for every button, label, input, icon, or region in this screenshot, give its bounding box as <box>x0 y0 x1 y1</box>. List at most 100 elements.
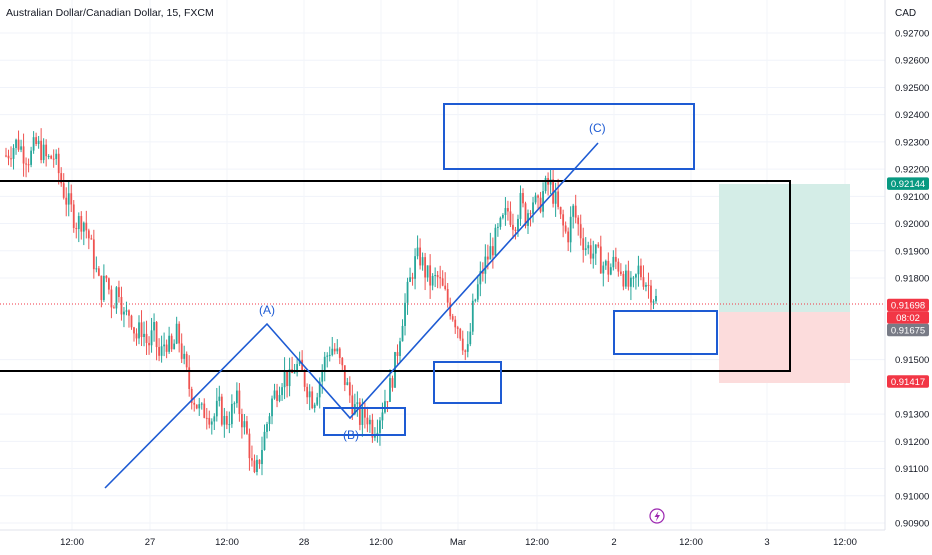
candle <box>198 397 201 416</box>
candle <box>331 336 334 357</box>
candle <box>80 211 83 240</box>
candle <box>133 326 135 342</box>
candle <box>180 333 183 364</box>
candle <box>599 235 602 274</box>
candle <box>401 319 404 342</box>
candle <box>519 185 522 226</box>
candle <box>205 407 208 430</box>
candle <box>70 184 73 213</box>
candle <box>50 154 53 160</box>
candle <box>235 382 238 408</box>
candle <box>195 404 198 410</box>
candle <box>368 415 371 433</box>
candle <box>338 347 341 365</box>
candle <box>604 259 607 270</box>
candle <box>158 338 160 362</box>
candle <box>414 248 416 290</box>
candle <box>230 394 233 428</box>
candle <box>85 210 88 239</box>
candle <box>484 244 487 284</box>
zone-box-mid[interactable] <box>433 361 502 404</box>
time-tick-label: 12:00 <box>369 537 393 548</box>
stop-loss-zone[interactable] <box>719 312 850 383</box>
price-label: 0.91698 <box>887 298 929 312</box>
candle <box>494 224 497 257</box>
candle <box>391 375 394 392</box>
candle <box>261 436 263 476</box>
candle <box>243 413 246 435</box>
candle <box>77 212 80 243</box>
price-label: 0.91675 <box>887 323 929 337</box>
candle <box>384 389 386 414</box>
candle <box>409 267 411 283</box>
candle <box>449 297 452 320</box>
candle <box>251 445 253 467</box>
range-box[interactable] <box>0 180 791 372</box>
candle <box>607 252 610 283</box>
target-box-c[interactable] <box>443 103 695 170</box>
abc-wave-line[interactable] <box>104 142 599 489</box>
candle <box>67 180 70 217</box>
candle <box>341 356 344 371</box>
candle <box>582 227 585 263</box>
candle <box>170 333 173 352</box>
candle <box>459 327 462 341</box>
candle <box>579 214 582 246</box>
candles <box>5 128 657 476</box>
time-axis[interactable]: 12:00 27 12:00 28 12:00 Mar 12:00 2 12:00 3 12:00 <box>0 529 885 548</box>
price-label-text: 0.91417 <box>891 377 925 388</box>
price-tick-label: 0.90900 <box>895 519 929 530</box>
candle <box>637 255 640 287</box>
candle <box>502 213 504 220</box>
candle <box>617 258 620 277</box>
candle <box>614 247 617 270</box>
candle <box>522 188 524 208</box>
candle <box>404 293 406 336</box>
candle <box>567 227 570 252</box>
candle <box>366 406 369 433</box>
candle <box>464 349 467 361</box>
candle <box>135 328 138 346</box>
candle <box>60 167 63 187</box>
candle <box>311 386 314 410</box>
candle <box>308 384 311 411</box>
price-tick-label: 0.91200 <box>895 437 929 448</box>
candle <box>424 252 427 291</box>
candle <box>406 277 409 315</box>
zone-box-b[interactable] <box>323 407 406 436</box>
take-profit-zone[interactable] <box>719 184 850 312</box>
candle <box>474 298 477 303</box>
price-axis[interactable]: CAD 0.92700 0.92600 0.92500 0.92400 0.92300 0… <box>884 0 929 530</box>
candle <box>210 418 213 435</box>
candle <box>597 242 600 249</box>
candle <box>160 335 163 363</box>
candle <box>276 383 278 408</box>
entry-zone-box[interactable] <box>613 310 718 355</box>
candle <box>396 344 399 365</box>
candle <box>233 401 236 414</box>
price-tick-label: 0.92400 <box>895 110 929 121</box>
candle <box>273 383 276 400</box>
candle <box>632 275 635 288</box>
candle <box>306 383 309 405</box>
time-tick-label: 12:00 <box>525 537 549 548</box>
candle <box>562 209 565 238</box>
candle <box>200 402 203 410</box>
candle <box>630 271 632 301</box>
candle <box>286 370 288 398</box>
lightning-icon[interactable] <box>649 508 665 524</box>
candle <box>173 339 176 350</box>
candle <box>163 332 166 357</box>
candle <box>429 254 432 299</box>
candle <box>25 157 27 178</box>
candle <box>301 350 304 371</box>
candle <box>444 272 447 291</box>
candle <box>612 250 615 271</box>
time-tick-label: Mar <box>450 537 466 548</box>
candle <box>7 149 10 166</box>
candle <box>90 234 93 240</box>
candle <box>223 407 226 438</box>
candle <box>97 266 100 277</box>
